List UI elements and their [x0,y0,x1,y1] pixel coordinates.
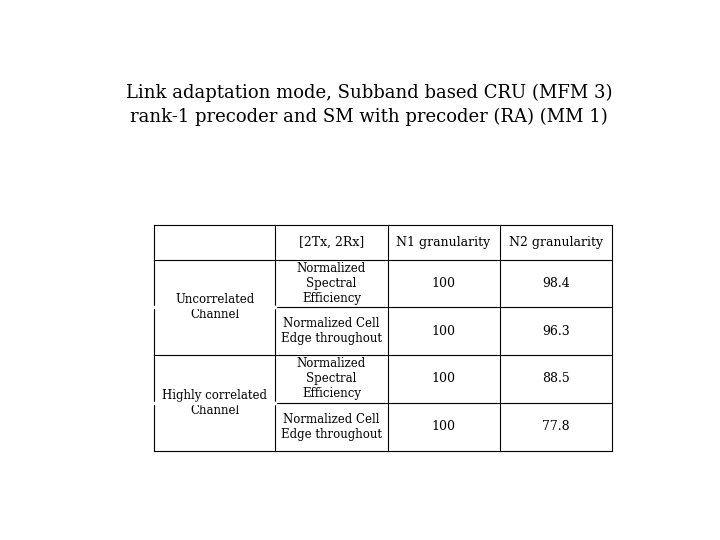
Text: [2Tx, 2Rx]: [2Tx, 2Rx] [299,236,364,249]
Text: Normalized Cell
Edge throughout: Normalized Cell Edge throughout [281,413,382,441]
Text: 100: 100 [431,325,456,338]
Text: 88.5: 88.5 [542,373,570,386]
Text: 98.4: 98.4 [542,277,570,290]
Text: Normalized
Spectral
Efficiency: Normalized Spectral Efficiency [297,357,366,401]
Text: 77.8: 77.8 [542,420,570,433]
Text: 100: 100 [431,420,456,433]
Text: 100: 100 [431,373,456,386]
Text: Link adaptation mode, Subband based CRU (MFM 3)
rank-1 precoder and SM with prec: Link adaptation mode, Subband based CRU … [126,84,612,126]
Text: 96.3: 96.3 [542,325,570,338]
Text: Normalized
Spectral
Efficiency: Normalized Spectral Efficiency [297,262,366,305]
Text: N1 granularity: N1 granularity [397,236,491,249]
Text: 100: 100 [431,277,456,290]
Text: Uncorrelated
Channel: Uncorrelated Channel [175,293,254,321]
Text: Normalized Cell
Edge throughout: Normalized Cell Edge throughout [281,318,382,345]
Text: Highly correlated
Channel: Highly correlated Channel [162,389,267,417]
Text: N2 granularity: N2 granularity [508,236,603,249]
